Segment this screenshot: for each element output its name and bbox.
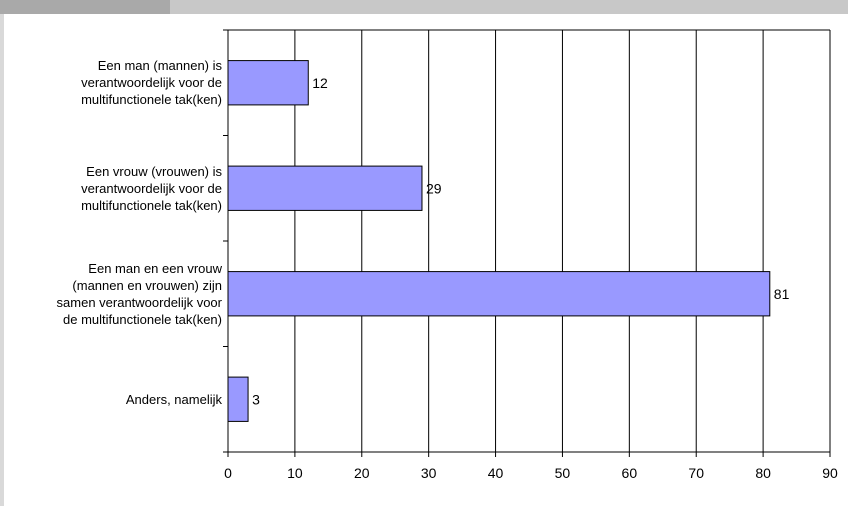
x-tick-label: 90: [822, 465, 838, 481]
x-tick-label: 50: [555, 465, 571, 481]
category-label: Anders, namelijk: [0, 391, 222, 408]
category-label-line: verantwoordelijk voor de: [81, 180, 222, 196]
category-label: Een man (mannen) is verantwoordelijk voor…: [0, 57, 222, 108]
x-tick-label: 20: [354, 465, 370, 481]
data-label: 3: [252, 391, 260, 407]
category-label-line: Anders, namelijk: [125, 391, 222, 407]
category-label: Een vrouw (vrouwen) is verantwoordelijk v…: [0, 163, 222, 214]
data-label: 12: [312, 75, 328, 91]
category-label-line: Een man en een vrouw: [88, 260, 222, 276]
x-tick-label: 70: [688, 465, 704, 481]
bar: [227, 60, 309, 106]
x-tick-label: 0: [224, 465, 232, 481]
category-label-line: de multifunctionele tak(ken): [63, 311, 222, 327]
left-edge: [0, 14, 4, 506]
x-tick-label: 30: [421, 465, 437, 481]
bar: [227, 271, 771, 317]
category-label-line: (mannen en vrouwen) zijn: [72, 277, 222, 293]
category-label-line: verantwoordelijk voor de: [81, 75, 222, 91]
category-label-line: Een man (mannen) is: [97, 58, 222, 74]
x-tick-label: 40: [488, 465, 504, 481]
data-label: 81: [774, 286, 790, 302]
x-tick-label: 10: [287, 465, 303, 481]
header-bar: [0, 0, 848, 14]
data-label: 29: [426, 180, 442, 196]
x-tick-label: 60: [622, 465, 638, 481]
category-label-line: Een vrouw (vrouwen) is: [86, 163, 222, 179]
bar: [227, 376, 249, 422]
category-label-line: multifunctionele tak(ken): [81, 92, 222, 108]
category-label-line: multifunctionele tak(ken): [81, 197, 222, 213]
header-tab: [0, 0, 170, 14]
x-tick-label: 80: [755, 465, 771, 481]
bar: [227, 165, 423, 211]
category-label-line: samen verantwoordelijk voor: [56, 294, 222, 310]
category-label: Een man en een vrouw (mannen en vrouwen) …: [0, 260, 222, 328]
